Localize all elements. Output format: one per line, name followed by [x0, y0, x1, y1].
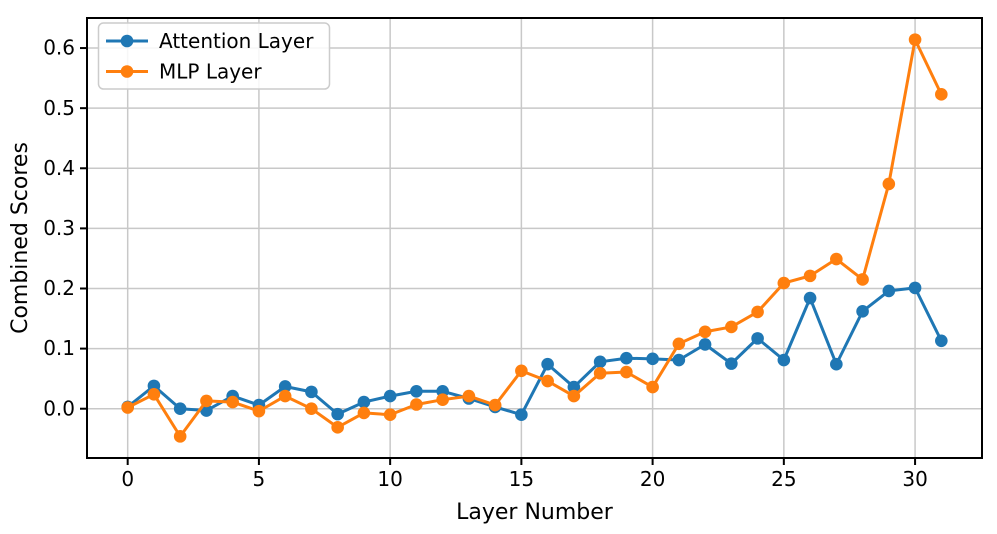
data-point-marker-attention-layer [672, 353, 686, 367]
data-point-marker-mlp-layer [200, 394, 213, 408]
x-tick-label: 30 [902, 467, 927, 491]
data-point-marker-mlp-layer [830, 252, 843, 266]
data-point-marker-attention-layer [541, 357, 554, 371]
data-point-marker-attention-layer [620, 351, 633, 365]
data-point-marker-attention-layer [803, 291, 817, 305]
data-point-marker-mlp-layer [278, 389, 292, 403]
y-tick-label: 0.3 [43, 216, 75, 240]
data-point-marker-attention-layer [357, 395, 371, 409]
data-point-marker-attention-layer [305, 385, 318, 399]
data-point-marker-attention-layer [331, 407, 344, 421]
grid-lines [87, 18, 982, 458]
x-tick-label: 20 [640, 467, 665, 491]
y-tick-label: 0.1 [43, 336, 75, 360]
data-point-marker-attention-layer [173, 402, 187, 416]
data-point-marker-mlp-layer [935, 88, 948, 101]
x-tick-label: 25 [771, 467, 796, 491]
data-point-marker-attention-layer [383, 389, 397, 403]
legend-item-mlp-layer: MLP Layer [106, 60, 262, 84]
data-point-marker-mlp-layer [646, 380, 659, 394]
data-point-marker-mlp-layer [698, 325, 712, 339]
series-attention-layer [121, 281, 948, 422]
y-tick-label: 0.2 [43, 276, 75, 300]
data-point-marker-attention-layer [830, 357, 843, 371]
data-point-marker-attention-layer [908, 281, 922, 295]
data-point-marker-attention-layer [515, 408, 528, 422]
legend-marker [120, 65, 134, 78]
data-point-marker-mlp-layer [541, 374, 554, 388]
legend-box [97, 22, 331, 90]
data-point-marker-mlp-layer [173, 430, 187, 443]
data-point-marker-attention-layer [593, 355, 607, 369]
data-point-marker-mlp-layer [751, 305, 764, 319]
data-point-marker-attention-layer [882, 284, 896, 298]
data-point-marker-mlp-layer [357, 406, 371, 420]
data-point-marker-mlp-layer [305, 402, 318, 416]
data-point-marker-mlp-layer [436, 393, 449, 406]
data-point-marker-mlp-layer [593, 366, 607, 380]
data-point-marker-mlp-layer [620, 365, 633, 379]
data-point-marker-mlp-layer [147, 387, 161, 401]
legend-label: MLP Layer [159, 60, 262, 84]
data-point-marker-mlp-layer [331, 421, 344, 434]
data-point-marker-mlp-layer [777, 276, 791, 290]
y-axis: 0.0 0.1 0.2 0.3 0.4 0.5 0.6 [43, 36, 87, 420]
data-point-marker-attention-layer [725, 357, 738, 370]
data-point-marker-mlp-layer [856, 273, 869, 286]
y-tick-label: 0.0 [43, 396, 75, 420]
data-point-marker-mlp-layer [882, 177, 896, 191]
data-point-marker-attention-layer [856, 305, 869, 318]
x-axis-label: Layer Number [456, 500, 614, 525]
legend: Attention Layer MLP Layer [97, 22, 331, 90]
data-point-marker-attention-layer [646, 352, 659, 366]
x-tick-label: 10 [377, 467, 402, 491]
data-point-marker-attention-layer [777, 353, 791, 367]
y-tick-label: 0.4 [43, 156, 75, 180]
plot-border [86, 17, 983, 459]
data-point-marker-mlp-layer [121, 401, 134, 414]
data-point-marker-mlp-layer [410, 398, 423, 411]
x-tick-label: 5 [253, 467, 266, 491]
data-point-marker-mlp-layer [725, 320, 738, 334]
data-point-marker-mlp-layer [515, 364, 528, 378]
data-point-marker-mlp-layer [567, 389, 581, 403]
x-axis: 0 5 10 15 20 25 30 [121, 458, 928, 491]
x-tick-label: 15 [509, 467, 534, 491]
data-point-marker-attention-layer [278, 380, 292, 393]
data-point-marker-attention-layer [698, 338, 712, 351]
data-point-marker-mlp-layer [488, 398, 502, 412]
legend-label: Attention Layer [159, 29, 314, 53]
data-point-marker-mlp-layer [803, 269, 817, 283]
y-tick-label: 0.6 [43, 36, 75, 60]
data-point-marker-attention-layer [935, 334, 948, 348]
data-point-marker-mlp-layer [226, 395, 239, 409]
y-axis-label: Combined Scores [8, 142, 33, 334]
data-point-marker-mlp-layer [383, 408, 397, 422]
data-point-marker-mlp-layer [908, 33, 922, 46]
data-point-marker-mlp-layer [462, 389, 476, 403]
legend-item-attention-layer: Attention Layer [106, 29, 314, 53]
series-mlp-layer [121, 33, 948, 443]
y-tick-label: 0.5 [43, 96, 75, 120]
data-point-marker-mlp-layer [252, 404, 266, 418]
x-tick-label: 0 [121, 467, 134, 491]
data-point-marker-attention-layer [751, 332, 764, 345]
data-point-marker-mlp-layer [672, 337, 686, 351]
legend-marker [120, 34, 134, 48]
data-point-marker-attention-layer [567, 380, 581, 394]
data-point-marker-attention-layer [410, 384, 423, 398]
